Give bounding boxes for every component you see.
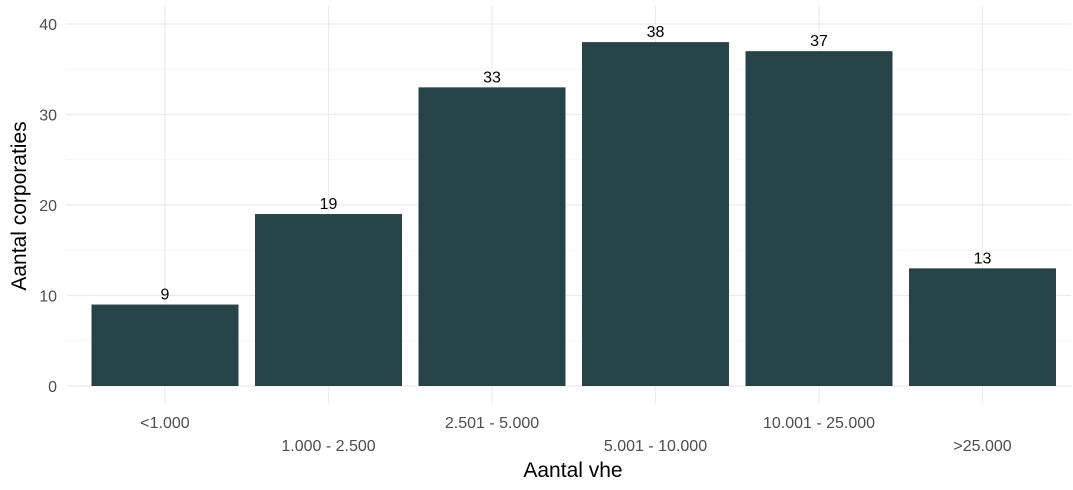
y-tick-label: 30 xyxy=(39,108,57,125)
data-labels: 9 19 33 38 37 13 xyxy=(161,24,992,303)
y-tick-label: 0 xyxy=(48,379,57,396)
bar xyxy=(418,87,566,386)
data-label: 9 xyxy=(161,287,170,304)
data-label: 33 xyxy=(483,69,501,86)
bar xyxy=(255,214,402,386)
bar xyxy=(909,268,1056,386)
data-label: 19 xyxy=(320,196,338,213)
x-tick-label: 5.001 - 10.000 xyxy=(604,438,707,455)
x-axis-title: Aantal vhe xyxy=(523,459,622,482)
y-axis-title: Aantal corporaties xyxy=(8,121,31,290)
y-axis-ticks: 0 10 20 30 40 xyxy=(39,17,57,396)
bar xyxy=(91,304,239,386)
x-axis-ticks: <1.000 1.000 - 2.500 2.501 - 5.000 5.001 - … xyxy=(140,415,1011,455)
data-label: 37 xyxy=(810,33,828,50)
bar xyxy=(582,42,729,386)
bars xyxy=(91,42,1056,387)
y-tick-label: 10 xyxy=(39,289,57,306)
data-label: 38 xyxy=(647,24,665,41)
bar xyxy=(745,51,893,387)
x-tick-label: >25.000 xyxy=(953,438,1011,455)
data-label: 13 xyxy=(974,250,992,267)
x-tick-label: 10.001 - 25.000 xyxy=(763,415,875,432)
x-tick-label: <1.000 xyxy=(140,415,189,432)
x-tick-label: 2.501 - 5.000 xyxy=(445,415,539,432)
y-tick-label: 20 xyxy=(39,198,57,215)
x-tick-label: 1.000 - 2.500 xyxy=(281,438,375,455)
y-tick-label: 40 xyxy=(39,17,57,34)
